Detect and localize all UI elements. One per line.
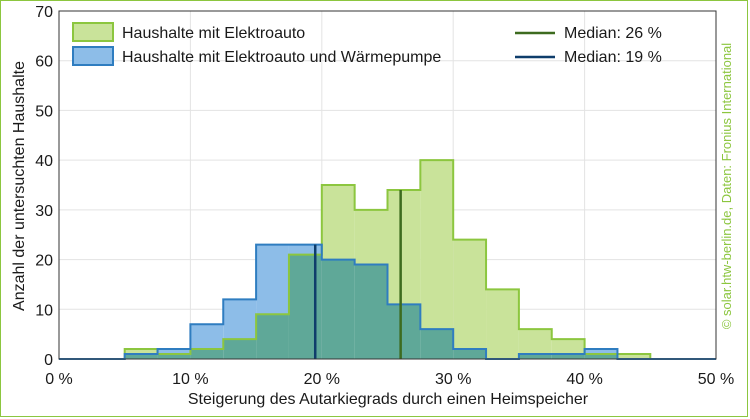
- x-tick-labels: 0 % 10 % 20 % 30 % 40 % 50 %: [45, 371, 734, 388]
- bar-overlap-2: [124, 354, 158, 359]
- bar-blue-7: [288, 244, 322, 255]
- legend-label-green: Haushalte mit Elektroauto: [122, 25, 305, 42]
- source-credit: © solar.htw-berlin.de, Daten: Fronius In…: [719, 43, 734, 329]
- bar-green-10: [387, 189, 421, 305]
- bar-blue-5: [223, 299, 257, 340]
- y-tick-label-4: 40: [35, 153, 53, 170]
- x-tick-label-4: 40 %: [566, 371, 602, 388]
- legend-label-blue: Haushalte mit Elektroauto und Wärmepumpe: [122, 49, 441, 66]
- x-tick-label-5: 50 %: [698, 371, 734, 388]
- bar-blue-3: [157, 349, 191, 355]
- bar-green-15: [551, 339, 585, 355]
- outline-blue: [59, 243, 716, 360]
- bar-overlap-14: [518, 354, 552, 359]
- y-tick-label-2: 20: [35, 253, 53, 270]
- y-tick-label-0: 0: [44, 352, 53, 369]
- legend-swatch-blue: [72, 46, 114, 66]
- series-green-bars: [124, 160, 651, 359]
- bar-overlap-3: [157, 354, 191, 359]
- bar-overlap-7: [288, 254, 322, 359]
- bar-overlap-6: [256, 314, 289, 359]
- bar-overlap-15: [551, 354, 585, 359]
- y-tick-label-6: 60: [35, 54, 53, 71]
- bar-overlap-16: [584, 354, 618, 359]
- bar-green-8: [321, 185, 355, 260]
- y-axis-label: Anzahl der untersuchten Haushalte: [11, 61, 28, 311]
- y-tick-label-7: 70: [35, 4, 53, 21]
- bar-blue-16: [584, 349, 618, 355]
- bar-green-11: [420, 160, 454, 330]
- y-tick-labels: 0 10 20 30 40 50 60 70: [35, 4, 53, 369]
- bar-green-9: [354, 209, 388, 265]
- legend-swatch-green: [72, 22, 114, 42]
- bar-blue-4: [190, 324, 224, 350]
- bar-overlap-8: [321, 259, 355, 359]
- series-blue-bars: [157, 244, 618, 355]
- bar-overlap-11: [420, 329, 454, 359]
- bar-green-2: [124, 349, 158, 355]
- median-lines: [313, 189, 402, 359]
- x-tick-label-0: 0 %: [45, 371, 73, 388]
- bar-overlap-9: [354, 264, 388, 359]
- bar-overlap-4: [190, 349, 224, 359]
- x-axis-label: Steigerung des Autarkiegrads durch einen…: [188, 391, 589, 408]
- outline-green: [59, 159, 716, 360]
- bar-green-17: [617, 354, 651, 359]
- legend-median-blue-label: Median: 19 %: [564, 49, 662, 66]
- series-outlines: [59, 159, 716, 360]
- legend-median-green-label: Median: 26 %: [564, 25, 662, 42]
- legend: Haushalte mit Elektroauto Haushalte mit …: [72, 22, 662, 66]
- plot-border: [58, 10, 717, 360]
- bar-green-12: [453, 239, 487, 350]
- bar-overlap-12: [453, 349, 487, 359]
- bar-green-13: [486, 289, 519, 359]
- x-tick-label-3: 30 %: [435, 371, 471, 388]
- y-tick-label-1: 10: [35, 302, 53, 319]
- bar-overlap-5: [223, 339, 257, 359]
- x-tick-label-1: 10 %: [172, 371, 208, 388]
- bar-overlap-10: [387, 304, 421, 359]
- x-tick-label-2: 20 %: [304, 371, 340, 388]
- y-tick-label-3: 30: [35, 203, 53, 220]
- y-tick-label-5: 50: [35, 103, 53, 120]
- bar-green-14: [518, 329, 552, 355]
- bar-blue-6: [256, 244, 289, 315]
